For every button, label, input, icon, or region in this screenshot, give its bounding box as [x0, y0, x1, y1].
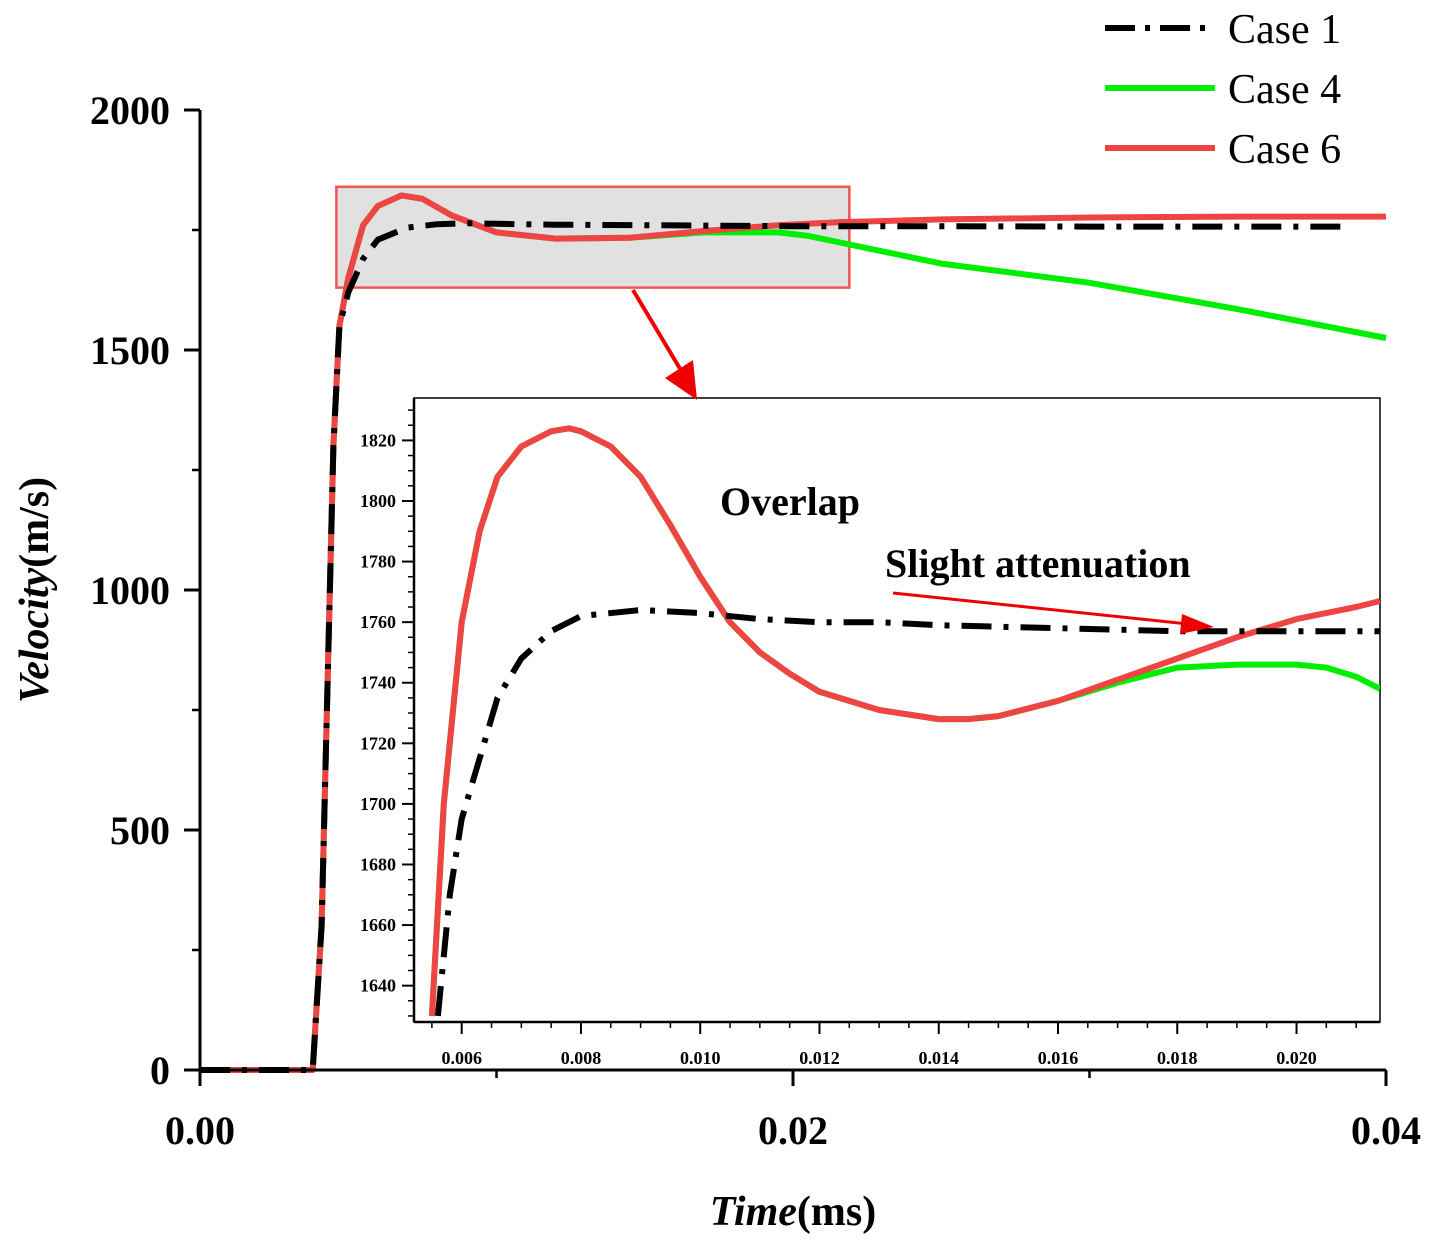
- inset-series-case1: [434, 607, 1380, 1017]
- main-ticks-layer: 0 500 1000 1500 2000 0.00 0.02 0.04: [90, 88, 1421, 1153]
- inset-y-tick-label: 1740: [360, 673, 396, 693]
- x-axis-title-italic: Time: [710, 1189, 797, 1235]
- main-x-tick-label: 0.00: [165, 1108, 235, 1153]
- legend-label-case4: Case 4: [1228, 67, 1341, 113]
- inset-y-tick-label: 1700: [360, 794, 396, 814]
- inset-y-tick-label: 1820: [360, 430, 396, 450]
- inset-y-tick-label: 1800: [360, 491, 396, 511]
- legend-item-case6: Case 6: [1105, 127, 1341, 173]
- inset-x-tick-label: 0.016: [1038, 1048, 1079, 1068]
- main-y-tick-label: 1500: [90, 328, 170, 373]
- inset-x-tick-label: 0.010: [680, 1048, 721, 1068]
- inset-series-layer: [428, 425, 1380, 1017]
- attenuation-arrow-shaft: [892, 591, 1189, 626]
- inset-x-tick-label: 0.014: [918, 1048, 959, 1068]
- main-series-case1: [200, 220, 1342, 1073]
- inset-y-tick-label: 1660: [360, 915, 396, 935]
- main-y-tick-label: 0: [150, 1048, 170, 1093]
- inset-ticks-layer: 1640 1660 1680 1700 1720 1740 1760 1780 1800 1820…: [360, 409, 1357, 1068]
- inset-series-case6: [428, 425, 1380, 1017]
- x-axis-title-unit: (ms): [797, 1189, 876, 1235]
- inset-y-tick-label: 1720: [360, 733, 396, 753]
- inset-x-tick-label: 0.012: [799, 1048, 840, 1068]
- attenuation-arrow-head: [1180, 614, 1214, 634]
- legend-label-case6: Case 6: [1228, 127, 1341, 173]
- inset-x-tick-label: 0.018: [1157, 1048, 1198, 1068]
- y-axis-title: Velocity(m/s): [12, 477, 58, 703]
- y-axis-title-unit: (m/s): [12, 477, 58, 568]
- inset-axes: [412, 398, 1380, 1024]
- inset-y-tick-label: 1780: [360, 552, 396, 572]
- inset-x-tick-label: 0.008: [561, 1048, 602, 1068]
- inset-y-tick-label: 1680: [360, 854, 396, 874]
- inset-y-tick-label: 1760: [360, 612, 396, 632]
- zoom-arrow-head: [665, 360, 697, 400]
- y-axis-title-italic: Velocity: [12, 567, 58, 703]
- inset-x-tick-label: 0.006: [441, 1048, 482, 1068]
- legend-label-case1: Case 1: [1228, 7, 1341, 53]
- main-y-tick-label: 1000: [90, 568, 170, 613]
- attenuation-arrow: [892, 591, 1214, 634]
- main-x-tick-label: 0.02: [758, 1108, 828, 1153]
- legend-item-case1: Case 1: [1105, 7, 1341, 53]
- legend-item-case4: Case 4: [1105, 67, 1341, 113]
- legend: Case 1 Case 4 Case 6: [1105, 7, 1341, 173]
- main-series-layer: [200, 192, 1387, 1073]
- annotation-overlap: Overlap: [720, 479, 860, 524]
- x-axis-title: Time(ms): [710, 1189, 876, 1235]
- main-x-tick-label: 0.04: [1351, 1108, 1421, 1153]
- zoom-arrow: [631, 288, 697, 400]
- inset-y-tick-label: 1640: [360, 976, 396, 996]
- annotation-slight-attenuation: Slight attenuation: [885, 541, 1191, 586]
- inset-x-tick-label: 0.020: [1276, 1048, 1317, 1068]
- zoom-arrow-shaft: [631, 288, 684, 374]
- main-y-tick-label: 2000: [90, 88, 170, 133]
- main-y-tick-label: 500: [110, 808, 170, 853]
